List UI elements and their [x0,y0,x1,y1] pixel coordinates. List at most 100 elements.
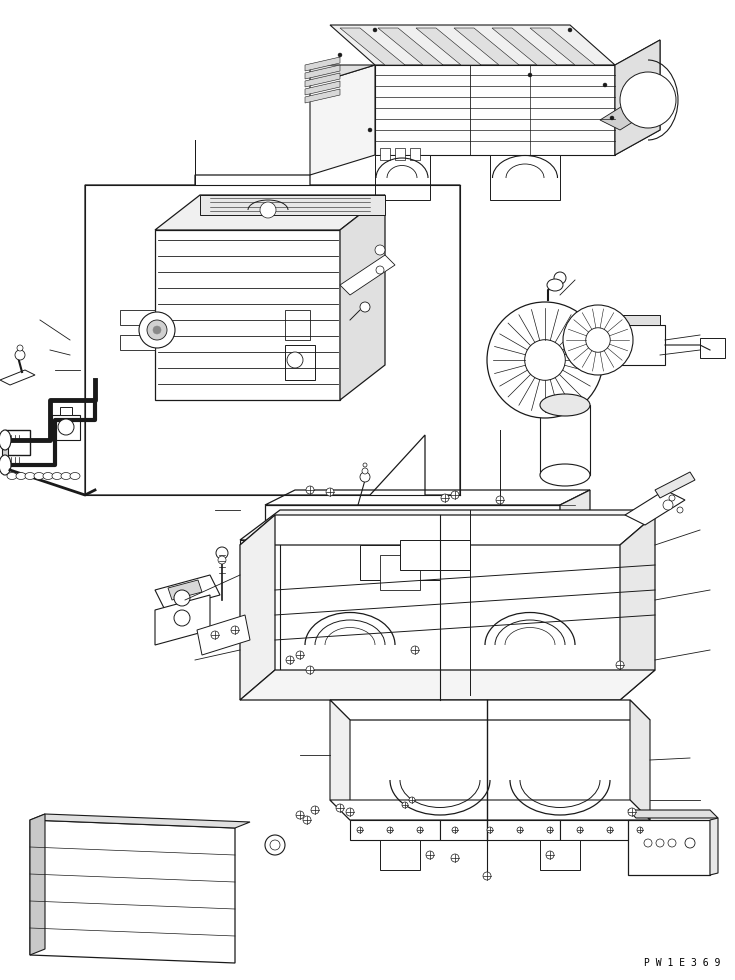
Circle shape [153,326,161,334]
Polygon shape [655,472,695,498]
Polygon shape [305,73,340,87]
Polygon shape [416,28,481,65]
Circle shape [663,500,673,510]
Text: P W 1 E 3 6 9: P W 1 E 3 6 9 [644,958,720,968]
Ellipse shape [547,279,563,291]
Polygon shape [155,575,220,610]
Circle shape [496,496,504,504]
Circle shape [402,802,408,808]
Circle shape [656,839,664,847]
Circle shape [603,83,607,87]
Polygon shape [305,65,340,79]
Polygon shape [155,195,385,230]
Circle shape [296,651,304,659]
Circle shape [368,128,372,132]
Polygon shape [30,814,250,828]
Polygon shape [540,405,590,475]
Circle shape [17,345,23,351]
Ellipse shape [0,455,11,475]
Circle shape [265,835,285,855]
Circle shape [139,312,175,348]
Polygon shape [600,95,660,130]
Circle shape [409,797,415,803]
Circle shape [487,302,603,418]
Polygon shape [620,515,655,700]
Polygon shape [340,195,385,400]
Polygon shape [490,155,560,200]
Polygon shape [330,25,615,65]
Circle shape [483,872,491,880]
Circle shape [311,806,319,814]
Polygon shape [197,615,250,655]
Polygon shape [630,700,650,820]
Polygon shape [700,338,725,358]
Circle shape [218,556,226,564]
Circle shape [628,808,636,816]
Circle shape [426,851,434,859]
Circle shape [637,827,643,833]
Circle shape [346,808,354,816]
Polygon shape [0,370,35,385]
Circle shape [147,320,167,340]
Circle shape [669,495,675,501]
Circle shape [610,116,614,120]
Polygon shape [615,40,660,155]
Circle shape [517,827,523,833]
Polygon shape [285,345,315,380]
Circle shape [360,302,370,312]
Polygon shape [240,515,655,545]
Polygon shape [155,230,340,400]
Polygon shape [710,818,718,875]
Circle shape [296,811,304,819]
Polygon shape [380,148,390,160]
Polygon shape [625,490,685,525]
Polygon shape [620,315,660,325]
Circle shape [326,488,334,496]
Circle shape [336,804,344,812]
Polygon shape [265,505,560,525]
Circle shape [568,28,572,32]
Ellipse shape [16,472,26,479]
Polygon shape [340,255,395,295]
Circle shape [286,656,294,664]
Circle shape [387,827,393,833]
Circle shape [577,827,583,833]
Polygon shape [265,490,590,505]
Circle shape [644,839,652,847]
Polygon shape [2,435,8,460]
Circle shape [360,472,370,482]
Polygon shape [305,89,340,103]
Polygon shape [340,28,405,65]
Circle shape [375,245,385,255]
Polygon shape [492,28,557,65]
Polygon shape [5,430,30,455]
Polygon shape [380,840,420,870]
Circle shape [452,827,458,833]
Polygon shape [380,555,420,590]
Polygon shape [310,65,375,175]
Circle shape [357,827,363,833]
Circle shape [211,631,219,639]
Circle shape [563,305,633,375]
Polygon shape [628,810,718,818]
Circle shape [417,827,423,833]
Polygon shape [120,310,155,325]
Polygon shape [52,415,80,440]
Polygon shape [375,65,615,155]
Polygon shape [330,700,650,720]
Circle shape [338,53,342,57]
Polygon shape [305,81,340,95]
Circle shape [373,28,377,32]
Circle shape [620,72,676,128]
Circle shape [306,666,314,674]
Polygon shape [155,595,210,645]
Polygon shape [560,490,590,525]
Polygon shape [240,540,280,680]
Polygon shape [240,670,655,700]
Ellipse shape [7,472,17,479]
Circle shape [554,272,566,284]
Circle shape [685,838,695,848]
Circle shape [216,547,228,559]
Circle shape [677,507,683,513]
Circle shape [668,839,676,847]
